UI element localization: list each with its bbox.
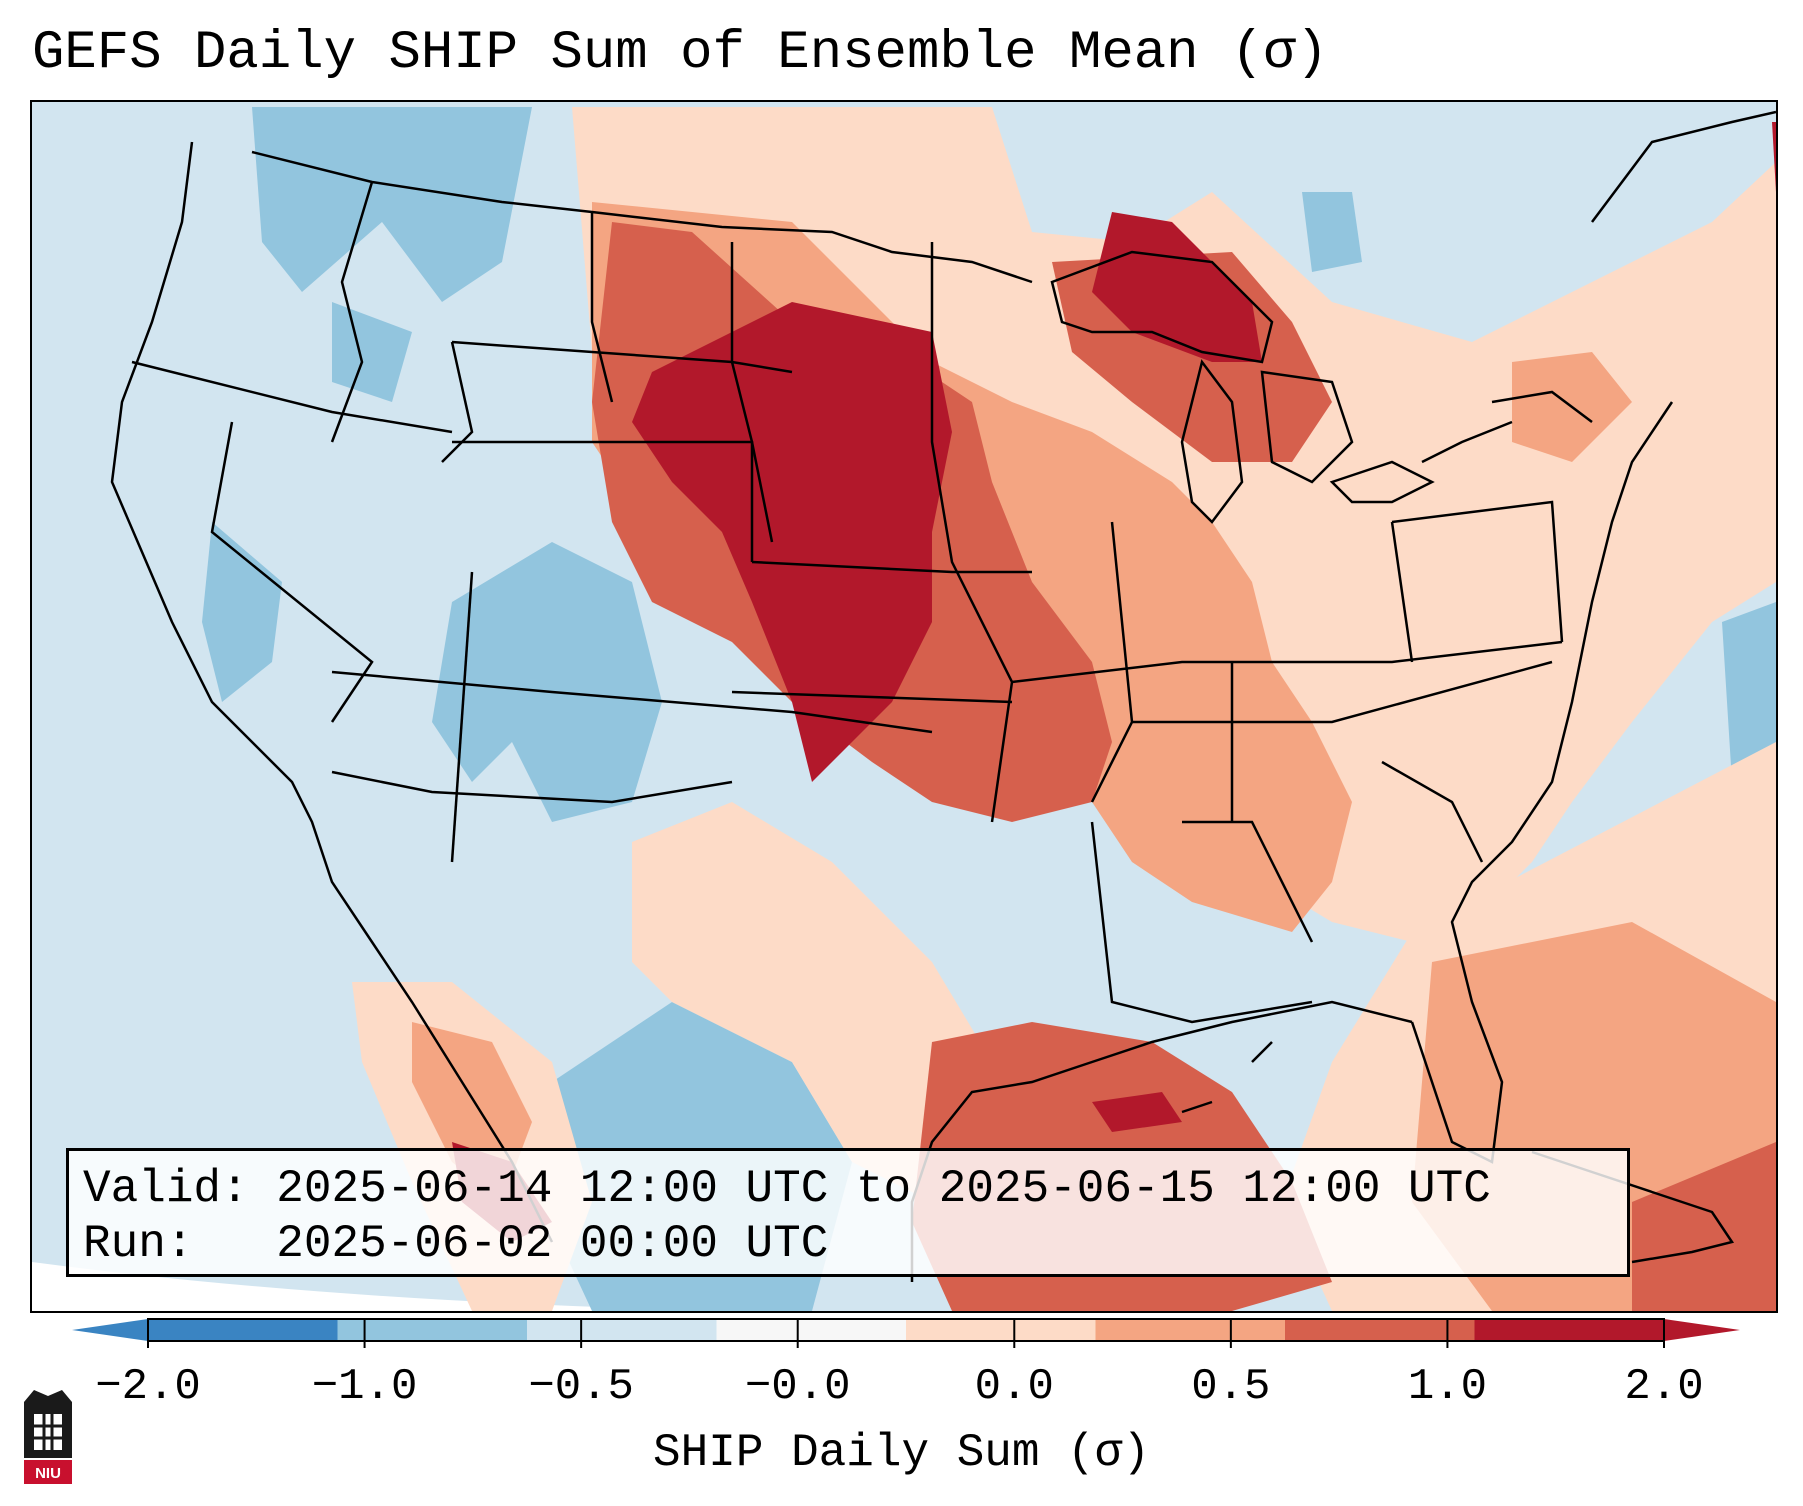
niu-logo: NIU (24, 1390, 72, 1484)
colorbar-segment (716, 1319, 907, 1341)
colorbar-tick-label: 0.5 (1191, 1362, 1271, 1412)
map-panel (30, 100, 1778, 1313)
colorbar-tick-label: 0.0 (974, 1362, 1054, 1412)
run-label: Run: (83, 1218, 194, 1270)
colorado-low (432, 542, 662, 822)
colorbar-tick-label: −1.0 (311, 1362, 418, 1412)
valid-run-info-box: Valid: 2025-06-14 12:00 UTC to 2025-06-1… (66, 1148, 1630, 1277)
pacific-northwest-low (252, 107, 532, 302)
colorbar (72, 1318, 1740, 1348)
logo-text: NIU (35, 1465, 61, 1482)
colorbar-tick-label: 2.0 (1624, 1362, 1704, 1412)
colorbar-segment (148, 1319, 338, 1341)
run-time: 2025-06-02 00:00 UTC (276, 1218, 829, 1270)
colorbar-segment (1285, 1319, 1475, 1341)
northeast-corner-max (1772, 122, 1776, 192)
outside-domain (32, 1262, 732, 1311)
valid-time-range: 2025-06-14 12:00 UTC to 2025-06-15 12:00… (276, 1163, 1491, 1215)
nevada-low (202, 522, 282, 702)
state-borders (110, 141, 1593, 1243)
colorbar-min-extension (72, 1319, 148, 1341)
valid-label: Valid: (83, 1163, 249, 1215)
colorbar-tick-label: 1.0 (1407, 1362, 1488, 1412)
northern-plains-max (632, 302, 952, 782)
louisiana-max (1092, 1092, 1182, 1132)
colorbar-segment (337, 1319, 528, 1341)
colorbar-segment (1095, 1319, 1286, 1341)
caribbean-high (1632, 1142, 1776, 1311)
colorbar-label: SHIP Daily Sum (σ) (653, 1427, 1150, 1479)
map-title: GEFS Daily SHIP Sum of Ensemble Mean (σ) (32, 23, 1329, 84)
colorbar-tick-label: −0.0 (744, 1362, 851, 1412)
lake-superior-max (1092, 212, 1262, 362)
atlantic-low (1722, 602, 1776, 792)
colorbar-tick-label: −0.5 (528, 1362, 634, 1412)
colorbar-segment (906, 1319, 1096, 1341)
colorbar-segment (527, 1319, 717, 1341)
colorbar-max-extension (1664, 1319, 1740, 1341)
colorbar-tick-label: −2.0 (95, 1362, 201, 1412)
quebec-low (1302, 192, 1362, 272)
colorbar-segment (1474, 1319, 1665, 1341)
anomaly-map (32, 102, 1776, 1311)
